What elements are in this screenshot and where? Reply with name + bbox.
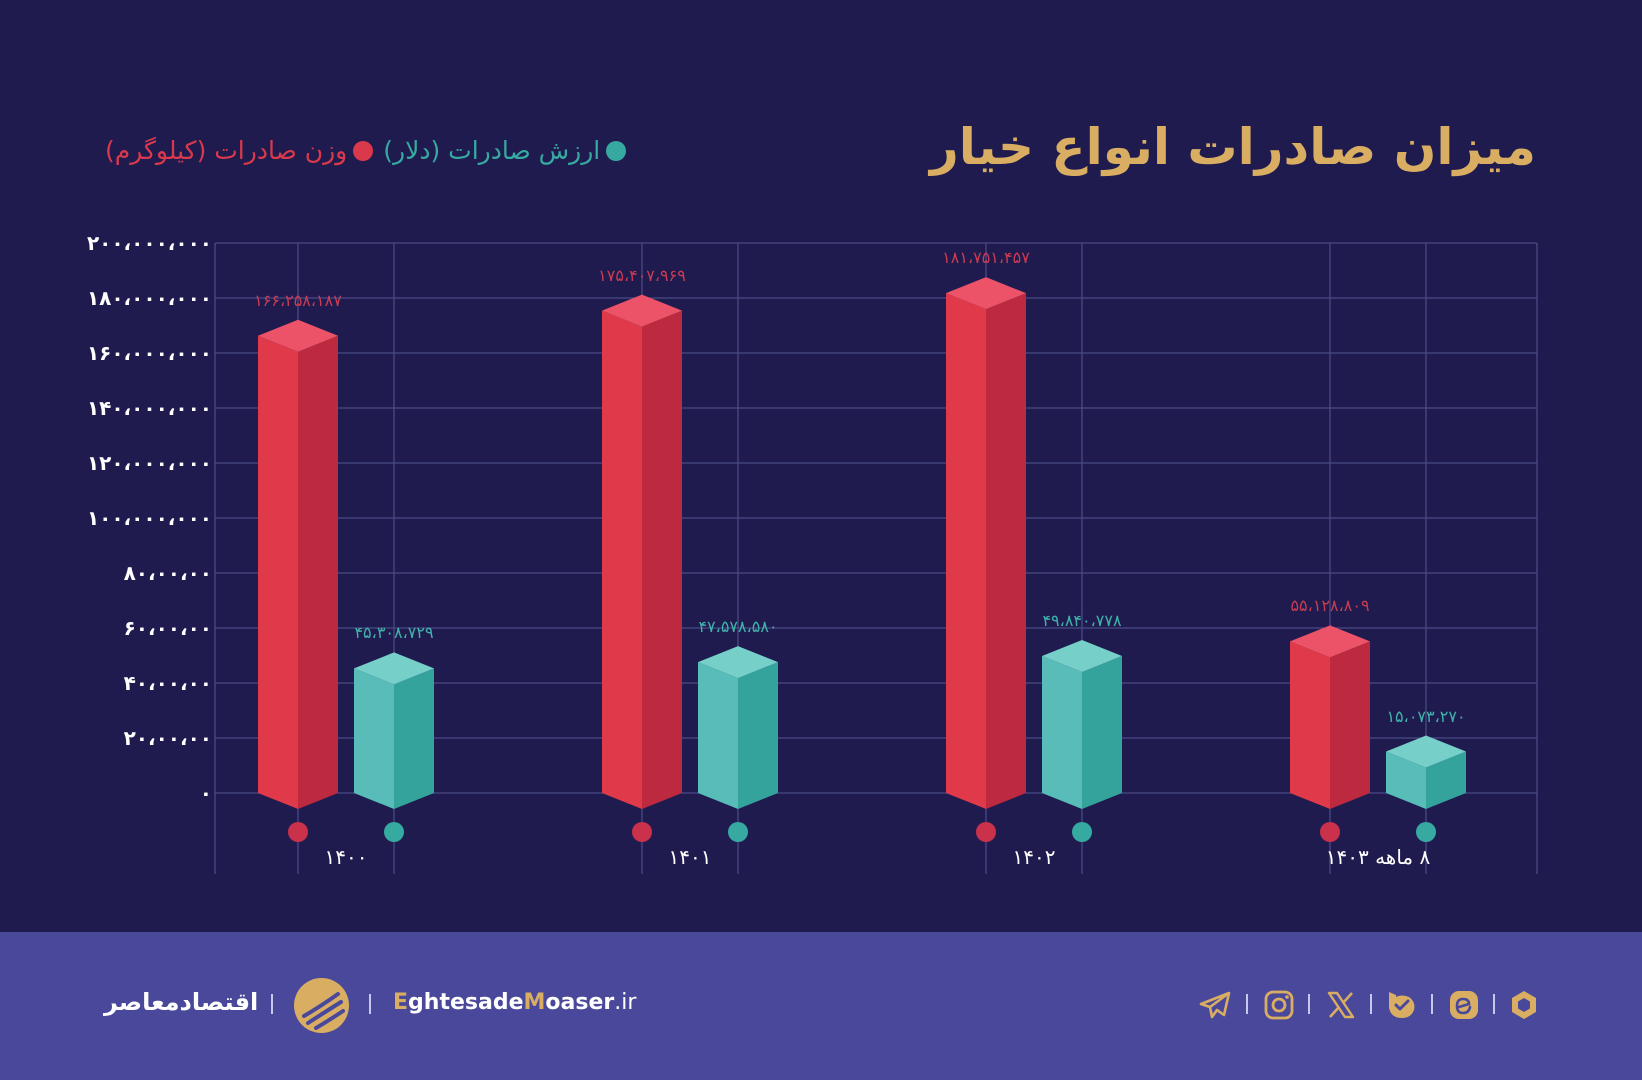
value-label-value: ۱۵،۰۷۳،۲۷۰ bbox=[1386, 706, 1466, 726]
rubika-icon[interactable] bbox=[1507, 988, 1541, 1022]
footer bbox=[0, 932, 1642, 1080]
website-link[interactable]: EghtesadeMoaser.ir bbox=[393, 990, 637, 1015]
divider bbox=[1308, 994, 1310, 1014]
eitaa-icon[interactable] bbox=[1447, 988, 1481, 1022]
divider bbox=[1246, 994, 1248, 1014]
divider bbox=[369, 994, 371, 1014]
y-tick-label: ۱۸۰،۰۰۰،۰۰۰ bbox=[86, 286, 212, 310]
value-label-weight: ۱۷۵،۴۰۷،۹۶۹ bbox=[598, 265, 686, 285]
marker-dot-red bbox=[1320, 822, 1340, 842]
marker-dot-teal bbox=[384, 822, 404, 842]
marker-dot-red bbox=[288, 822, 308, 842]
bar-value bbox=[354, 652, 434, 809]
value-label-weight: ۱۸۱،۷۵۱،۴۵۷ bbox=[942, 248, 1030, 268]
bar-value bbox=[1042, 639, 1122, 809]
y-tick-label: ۱۶۰،۰۰۰،۰۰۰ bbox=[86, 341, 212, 365]
y-tick-label: ۲۰۰،۰۰۰،۰۰۰ bbox=[86, 231, 212, 255]
instagram-icon[interactable] bbox=[1262, 988, 1296, 1022]
y-tick-label: ۱۲۰،۰۰۰،۰۰۰ bbox=[86, 451, 212, 475]
legend-item-weight: وزن صادرات (کیلوگرم) bbox=[105, 136, 374, 165]
brand-name: اقتصادمعاصر bbox=[104, 988, 259, 1016]
x-category-label: ۱۴۰۰ bbox=[324, 845, 368, 869]
y-tick-label: ۴۰،۰۰،۰۰ bbox=[123, 671, 212, 695]
legend-label-value: ارزش صادرات (دلار) bbox=[383, 136, 601, 165]
y-tick-label: ۸۰،۰۰،۰۰ bbox=[123, 561, 212, 585]
legend: ارزش صادرات (دلار) وزن صادرات (کیلوگرم) bbox=[105, 136, 627, 165]
y-tick-label: ۶۰،۰۰،۰۰ bbox=[123, 616, 212, 640]
x-category-label: ۸ ماهه ۱۴۰۳ bbox=[1325, 845, 1431, 869]
y-tick-label: ۱۰۰،۰۰۰،۰۰۰ bbox=[86, 506, 212, 530]
marker-dot-red bbox=[976, 822, 996, 842]
divider bbox=[1431, 994, 1433, 1014]
divider bbox=[1493, 994, 1495, 1014]
bar-weight bbox=[1290, 625, 1370, 809]
legend-label-weight: وزن صادرات (کیلوگرم) bbox=[105, 136, 348, 165]
bale-icon[interactable] bbox=[1385, 988, 1419, 1022]
bar-weight bbox=[946, 277, 1026, 810]
marker-dot-teal bbox=[1416, 822, 1436, 842]
telegram-icon[interactable] bbox=[1198, 988, 1232, 1022]
value-label-value: ۴۷،۵۷۸،۵۸۰ bbox=[698, 617, 778, 637]
chart-plot-area bbox=[214, 242, 1538, 874]
legend-dot-teal bbox=[606, 140, 627, 161]
legend-item-value: ارزش صادرات (دلار) bbox=[383, 136, 627, 165]
legend-dot-red bbox=[353, 140, 374, 161]
y-tick-label: ۲۰،۰۰،۰۰ bbox=[123, 726, 212, 750]
chart-title: میزان صادرات انواع خیار bbox=[930, 118, 1537, 176]
value-label-value: ۴۹،۸۴۰،۷۷۸ bbox=[1042, 610, 1122, 630]
brand-logo bbox=[294, 978, 349, 1033]
x-category-label: ۱۴۰۱ bbox=[668, 845, 712, 869]
marker-dot-teal bbox=[728, 822, 748, 842]
divider bbox=[1370, 994, 1372, 1014]
bar-weight bbox=[258, 319, 338, 809]
logo-icon bbox=[302, 992, 345, 1030]
bar-value bbox=[1386, 735, 1466, 809]
divider bbox=[271, 994, 273, 1014]
y-tick-label: ۰ bbox=[199, 781, 212, 805]
y-tick-label: ۱۴۰،۰۰۰،۰۰۰ bbox=[86, 396, 212, 420]
marker-dot-red bbox=[632, 822, 652, 842]
x-icon[interactable] bbox=[1324, 988, 1358, 1022]
value-label-weight: ۱۶۶،۲۵۸،۱۸۷ bbox=[254, 290, 342, 310]
bar-value bbox=[698, 646, 778, 809]
marker-dot-teal bbox=[1072, 822, 1092, 842]
x-category-label: ۱۴۰۲ bbox=[1012, 845, 1056, 869]
value-label-value: ۴۵،۳۰۸،۷۲۹ bbox=[354, 623, 434, 643]
value-label-weight: ۵۵،۱۲۸،۸۰۹ bbox=[1290, 596, 1370, 616]
bar-weight bbox=[602, 294, 682, 809]
chart-canvas bbox=[214, 242, 1538, 874]
